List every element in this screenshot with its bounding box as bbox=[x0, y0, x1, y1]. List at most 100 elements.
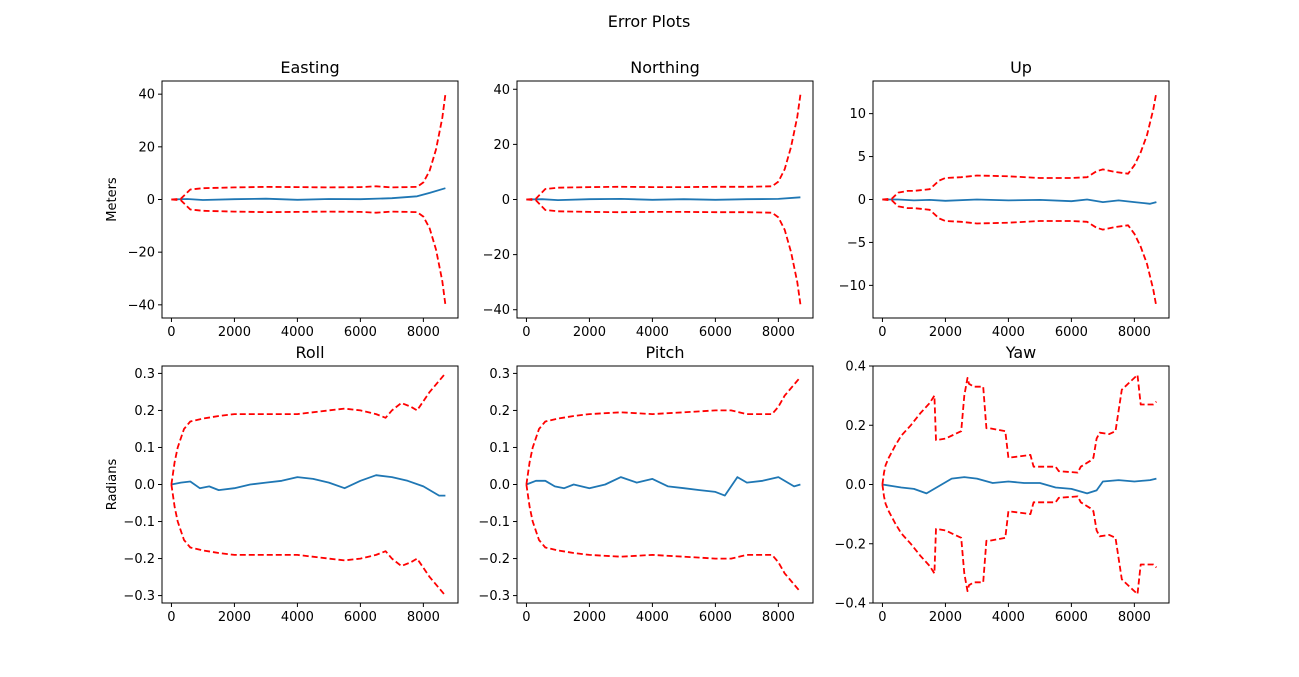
lower-bound-line bbox=[881, 484, 1158, 595]
upper-bound-line bbox=[525, 376, 802, 485]
x-tick-label: 0 bbox=[878, 325, 886, 340]
y-tick-label: 0.1 bbox=[134, 441, 155, 456]
y-tick-label: −40 bbox=[483, 303, 510, 318]
upper-bound-line bbox=[882, 92, 1158, 201]
subplot-up: Up 0 2000 4000 6000 8000 −10 −5 0 5 10 bbox=[839, 58, 1170, 340]
figure-title: Error Plots bbox=[608, 12, 691, 31]
x-tick-label: 0 bbox=[878, 610, 886, 625]
x-tick-label: 2000 bbox=[929, 610, 962, 625]
y-tick-label: 40 bbox=[138, 88, 155, 103]
y-tick-label: 0.1 bbox=[489, 441, 510, 456]
x-tick-label: 6000 bbox=[1055, 325, 1088, 340]
y-tick-label: 0 bbox=[858, 193, 866, 208]
error-line bbox=[171, 187, 446, 201]
x-tick-label: 6000 bbox=[344, 325, 377, 340]
x-tick-label: 4000 bbox=[636, 325, 669, 340]
y-tick-label: 0 bbox=[502, 193, 510, 208]
x-tick-label: 4000 bbox=[281, 325, 314, 340]
lower-bound-line bbox=[525, 484, 802, 593]
y-tick-label: 0.3 bbox=[134, 367, 155, 382]
subplot-northing: Northing 0 2000 4000 6000 8000 −40 −20 0 20 40 bbox=[483, 58, 814, 340]
y-tick-label: 0.2 bbox=[845, 419, 866, 434]
y-tick-label: −0.1 bbox=[478, 515, 510, 530]
x-tick-label: 8000 bbox=[762, 325, 795, 340]
x-tick-label: 0 bbox=[167, 325, 175, 340]
x-tick-label: 4000 bbox=[636, 610, 669, 625]
y-tick-label: −0.2 bbox=[834, 537, 866, 552]
x-tick-label: 2000 bbox=[218, 610, 251, 625]
error-line bbox=[882, 476, 1157, 495]
y-tick-label: 0.2 bbox=[489, 404, 510, 419]
subplot-pitch: Pitch 0 2000 4000 6000 8000 −0.3 −0.2 −0.1 0.0 0.1… bbox=[478, 343, 814, 625]
subplot-title: Roll bbox=[295, 343, 324, 362]
lower-bound-line bbox=[526, 198, 802, 305]
upper-bound-line bbox=[526, 94, 802, 201]
upper-bound-line bbox=[170, 372, 447, 485]
x-tick-label: 0 bbox=[167, 610, 175, 625]
y-tick-label: −40 bbox=[128, 298, 155, 313]
subplot-easting: Easting Meters 0 2000 4000 6000 8000 −40 −20 0 20 4… bbox=[105, 58, 459, 340]
lower-bound-line bbox=[170, 484, 447, 597]
y-tick-label: 20 bbox=[493, 138, 510, 153]
x-tick-label: 2000 bbox=[573, 325, 606, 340]
lower-bound-line bbox=[171, 198, 447, 305]
x-tick-label: 8000 bbox=[1118, 610, 1151, 625]
x-tick-label: 4000 bbox=[992, 610, 1025, 625]
subplot-title: Northing bbox=[630, 58, 700, 77]
upper-bound-line bbox=[171, 94, 447, 201]
y-tick-label: 0.3 bbox=[489, 367, 510, 382]
x-tick-label: 6000 bbox=[699, 610, 732, 625]
y-tick-label: −20 bbox=[128, 246, 155, 261]
y-tick-label: −10 bbox=[839, 279, 866, 294]
x-tick-label: 6000 bbox=[344, 610, 377, 625]
y-tick-label: 10 bbox=[849, 107, 866, 122]
x-tick-label: 0 bbox=[522, 325, 530, 340]
lower-bound-line bbox=[882, 198, 1158, 307]
y-tick-label: −0.3 bbox=[478, 589, 510, 604]
y-tick-label: 0.2 bbox=[134, 404, 155, 419]
y-tick-label: −0.2 bbox=[123, 552, 155, 567]
y-tick-label: −0.2 bbox=[478, 552, 510, 567]
x-tick-label: 2000 bbox=[573, 610, 606, 625]
y-tick-label: 5 bbox=[858, 150, 866, 165]
subplot-yaw: Yaw 0 2000 4000 6000 8000 −0.4 −0.2 0.0 0.2 0.4 bbox=[834, 343, 1170, 625]
y-tick-label: 0.0 bbox=[489, 478, 510, 493]
y-tick-label: −5 bbox=[847, 236, 866, 251]
y-tick-label: 0 bbox=[147, 193, 155, 208]
x-tick-label: 6000 bbox=[1055, 610, 1088, 625]
x-tick-label: 8000 bbox=[407, 610, 440, 625]
x-tick-label: 2000 bbox=[929, 325, 962, 340]
subplot-roll: Roll Radians 0 2000 4000 6000 8000 −0.3 −0.2 −0.1… bbox=[105, 343, 459, 625]
y-tick-label: 0.0 bbox=[845, 478, 866, 493]
y-tick-label: −20 bbox=[483, 248, 510, 263]
x-tick-label: 4000 bbox=[281, 610, 314, 625]
x-tick-label: 0 bbox=[522, 610, 530, 625]
y-tick-label: −0.3 bbox=[123, 589, 155, 604]
x-tick-label: 2000 bbox=[218, 325, 251, 340]
y-tick-label: 0.0 bbox=[134, 478, 155, 493]
y-tick-label: −0.1 bbox=[123, 515, 155, 530]
subplot-title: Pitch bbox=[646, 343, 685, 362]
subplot-title: Yaw bbox=[1005, 343, 1036, 362]
y-tick-label: 0.4 bbox=[845, 360, 866, 375]
error-line bbox=[526, 476, 801, 497]
x-tick-label: 4000 bbox=[992, 325, 1025, 340]
axes-frame bbox=[872, 365, 1170, 604]
error-line bbox=[526, 196, 801, 201]
upper-bound-line bbox=[881, 374, 1158, 485]
y-axis-label: Radians bbox=[105, 458, 120, 510]
x-tick-label: 6000 bbox=[699, 325, 732, 340]
y-tick-label: 20 bbox=[138, 140, 155, 155]
error-line bbox=[882, 198, 1157, 205]
axes-frame bbox=[161, 365, 459, 604]
y-tick-label: −0.4 bbox=[834, 597, 866, 612]
subplot-title: Up bbox=[1010, 58, 1032, 77]
error-line bbox=[171, 474, 446, 497]
y-axis-label: Meters bbox=[105, 177, 120, 222]
y-tick-label: 40 bbox=[493, 83, 510, 98]
x-tick-label: 8000 bbox=[407, 325, 440, 340]
x-tick-label: 8000 bbox=[762, 610, 795, 625]
x-tick-label: 8000 bbox=[1118, 325, 1151, 340]
